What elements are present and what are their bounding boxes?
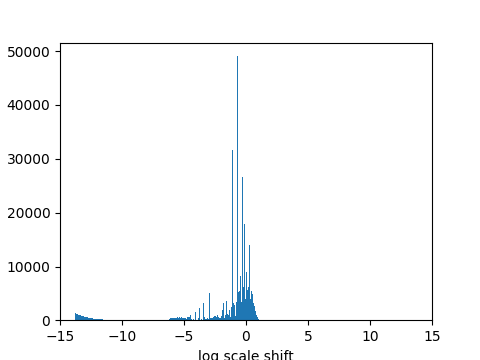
Y-axis label: frequency: frequency — [0, 147, 1, 217]
X-axis label: log scale shift: log scale shift — [198, 350, 294, 360]
